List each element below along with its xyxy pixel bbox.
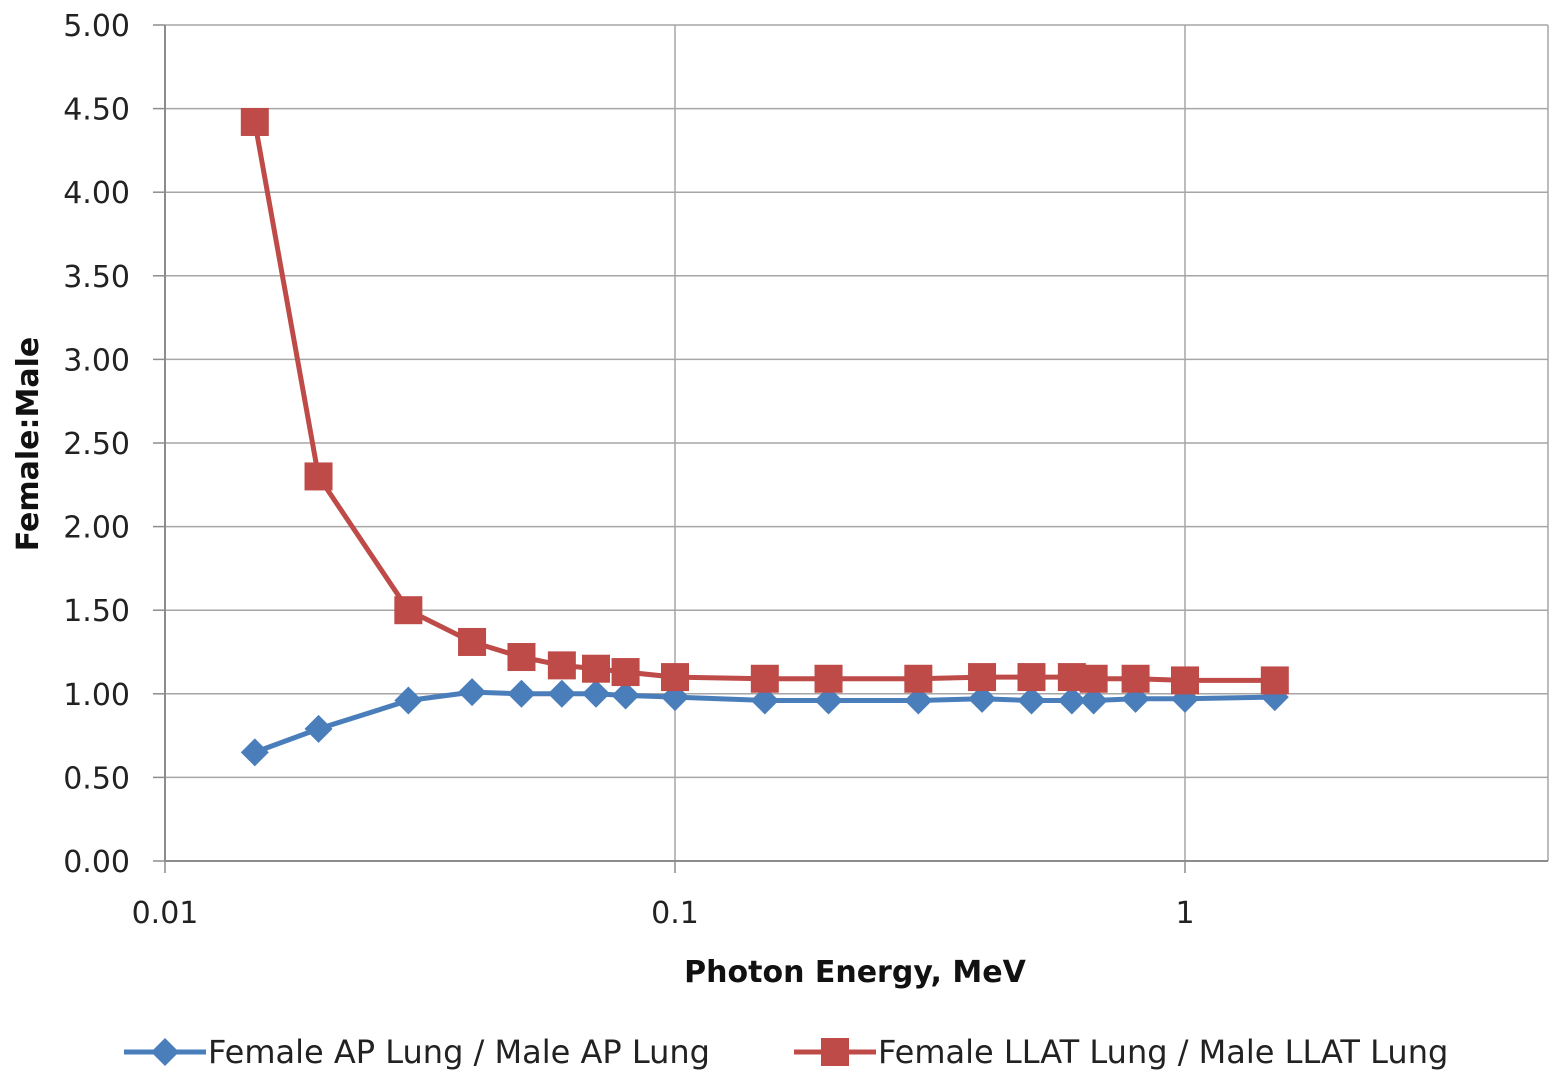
data-point (582, 679, 610, 708)
legend-label-ap: Female AP Lung / Male AP Lung (208, 1033, 710, 1071)
y-axis-title: Female:Male (11, 337, 46, 551)
data-point (507, 679, 536, 708)
plot-series (240, 107, 1289, 767)
data-point (1017, 663, 1046, 692)
legend-marker-diamond-icon (151, 1038, 179, 1066)
data-point (1079, 686, 1108, 715)
data-point (458, 627, 487, 656)
data-point (750, 664, 779, 693)
x-tick-label: 1 (1175, 896, 1194, 931)
legend-item-llat: Female LLAT Lung / Male LLAT Lung (794, 1033, 1448, 1071)
data-point (904, 664, 933, 693)
data-point (750, 686, 779, 715)
y-tick-label: 3.50 (63, 260, 130, 295)
y-tick-label: 1.50 (63, 594, 130, 629)
legend-label-llat: Female LLAT Lung / Male LLAT Lung (878, 1033, 1448, 1071)
y-tick-label: 4.00 (63, 176, 130, 211)
y-tick-label: 0.50 (63, 761, 130, 796)
data-point (611, 681, 640, 710)
data-point (304, 462, 333, 491)
y-tick-label: 1.00 (63, 678, 130, 713)
legend-item-ap: Female AP Lung / Male AP Lung (124, 1033, 710, 1071)
x-tick-label: 0.01 (132, 896, 199, 931)
data-point (1057, 686, 1086, 715)
data-point (547, 651, 576, 680)
data-point (1079, 664, 1108, 693)
data-point (1121, 664, 1150, 693)
y-tick-label: 3.00 (63, 343, 130, 378)
data-point (968, 684, 997, 713)
data-point (904, 686, 933, 715)
data-point (1171, 666, 1199, 695)
y-tick-labels: 0.00 0.50 1.00 1.50 2.00 2.50 3.00 3.50 4.00 4.50… (63, 9, 130, 880)
y-tick-label: 2.00 (63, 511, 130, 546)
data-point (507, 643, 536, 672)
data-point (304, 714, 333, 743)
x-tick-label: 0.1 (651, 896, 699, 931)
data-point (1017, 686, 1046, 715)
x-tick-labels: 0.01 0.1 1 (132, 896, 1195, 931)
data-point (240, 107, 269, 136)
data-point (661, 663, 689, 692)
data-point (547, 679, 576, 708)
x-axis-title: Photon Energy, MeV (684, 955, 1026, 990)
axes (153, 24, 1548, 873)
legend-marker-square-icon (821, 1038, 849, 1066)
y-tick-label: 0.00 (63, 845, 130, 880)
gridlines (164, 24, 1549, 861)
legend: Female AP Lung / Male AP Lung Female LLA… (124, 1033, 1448, 1071)
data-point (394, 596, 423, 625)
data-point (814, 686, 843, 715)
y-tick-label: 5.00 (63, 9, 130, 44)
data-point (611, 658, 640, 687)
y-tick-label: 4.50 (63, 93, 130, 128)
y-tick-label: 2.50 (63, 427, 130, 462)
data-point (458, 678, 487, 707)
data-point (240, 738, 269, 767)
data-point (394, 686, 423, 715)
data-point (814, 664, 843, 693)
data-point (1260, 666, 1289, 695)
data-point (968, 663, 997, 692)
data-point (582, 654, 610, 683)
series-llat (240, 107, 1289, 695)
